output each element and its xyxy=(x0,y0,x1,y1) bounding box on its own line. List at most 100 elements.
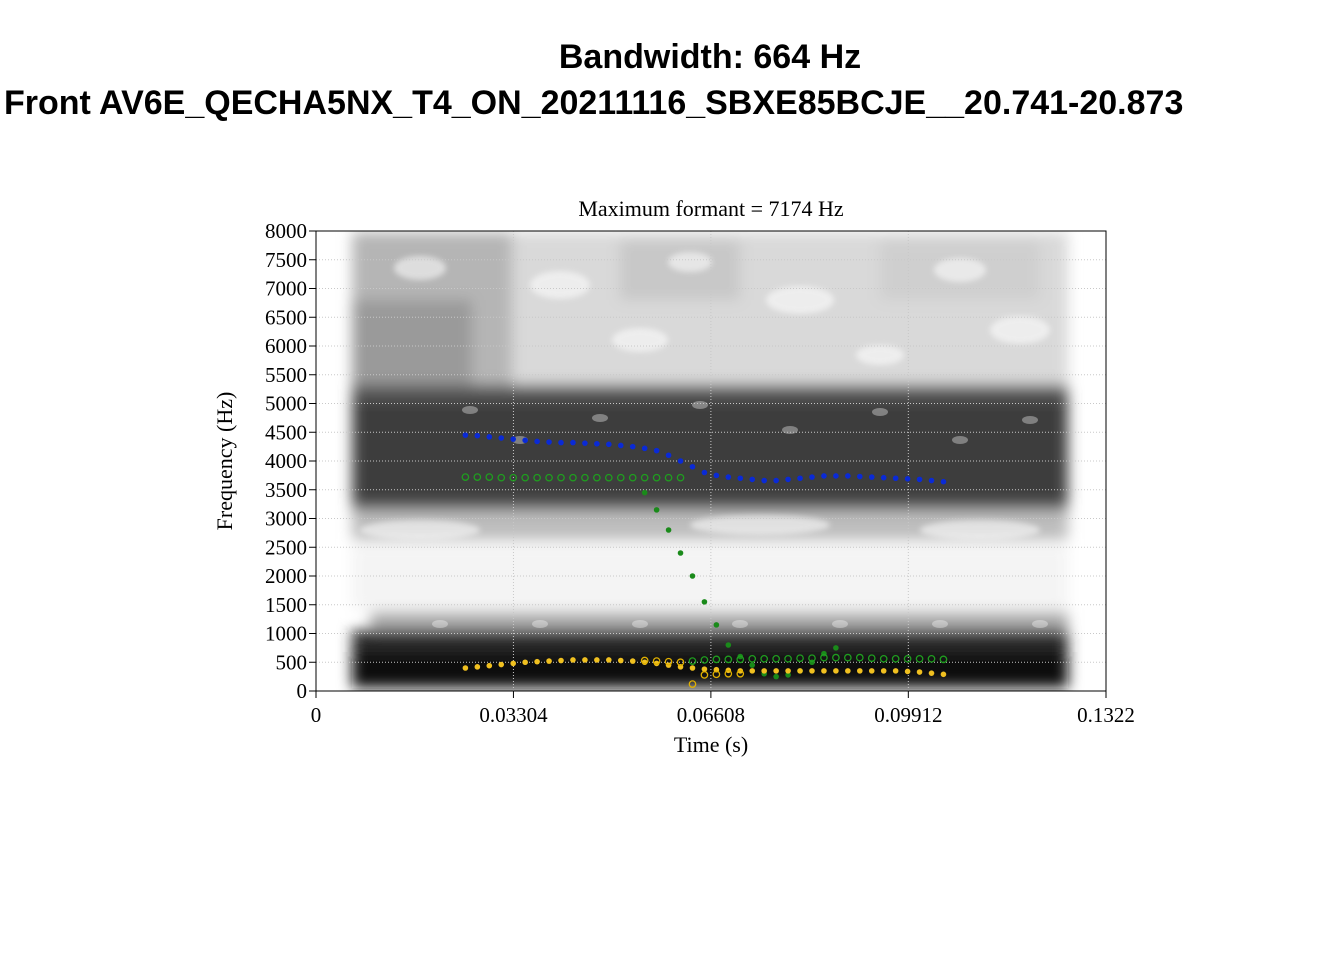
y-tick-label: 7500 xyxy=(265,248,307,272)
formant-point xyxy=(640,656,649,665)
formant-point xyxy=(712,655,721,664)
y-tick-label: 5500 xyxy=(265,363,307,387)
formant-point xyxy=(486,662,493,669)
formant-point xyxy=(629,658,636,664)
formant-point xyxy=(773,673,779,680)
formant-point xyxy=(546,439,552,445)
formant-point xyxy=(498,435,505,441)
formant-point xyxy=(557,473,565,482)
formant-point xyxy=(928,477,935,484)
chart-title: Bandwidth: 664 Hz xyxy=(558,38,862,76)
formant-point xyxy=(582,440,588,446)
formant-point xyxy=(558,439,564,446)
formant-series-5 xyxy=(640,656,745,688)
formant-point xyxy=(749,662,756,668)
formant-point xyxy=(593,473,601,482)
formant-point xyxy=(534,438,540,445)
formant-point xyxy=(736,655,745,664)
formant-point xyxy=(688,680,697,688)
y-tick-label: 7000 xyxy=(265,277,307,301)
formant-point xyxy=(462,432,469,438)
formant-series-3 xyxy=(688,653,948,665)
formant-point xyxy=(809,474,815,480)
formant-point xyxy=(749,476,756,483)
formant-point xyxy=(617,657,624,664)
formant-point xyxy=(473,473,482,481)
x-tick-label: 0.09912 xyxy=(874,703,942,727)
y-tick-label: 6000 xyxy=(265,334,307,358)
formant-point xyxy=(628,473,637,482)
y-tick-label: 8000 xyxy=(265,219,307,243)
formant-point xyxy=(510,436,517,442)
formant-point xyxy=(845,473,851,479)
formant-point xyxy=(534,658,540,665)
formant-point xyxy=(867,654,876,663)
formant-point xyxy=(570,657,576,663)
formant-point xyxy=(676,658,685,667)
y-tick-label: 500 xyxy=(276,650,308,674)
formant-point xyxy=(474,432,481,439)
formant-point xyxy=(665,527,672,533)
formant-point xyxy=(891,654,900,663)
formant-point xyxy=(868,668,875,674)
formant-point xyxy=(461,473,470,481)
y-tick-label: 1500 xyxy=(265,593,307,617)
formant-point xyxy=(581,473,589,482)
formant-point xyxy=(688,657,697,665)
formant-point xyxy=(676,473,685,482)
formant-point xyxy=(498,661,505,668)
formant-point xyxy=(509,473,518,482)
y-tick-label: 3500 xyxy=(265,478,307,502)
formant-point xyxy=(510,660,517,667)
formant-point xyxy=(604,473,613,482)
formant-point xyxy=(737,475,744,482)
formant-point xyxy=(701,666,708,672)
formant-point xyxy=(916,669,923,675)
formant-point xyxy=(569,473,577,482)
formant-point xyxy=(916,476,923,483)
spectrogram-image xyxy=(352,232,1068,688)
formant-point xyxy=(785,668,791,674)
formant-point xyxy=(797,475,803,482)
formant-point xyxy=(927,654,936,663)
formant-point xyxy=(843,653,852,662)
x-tick-label: 0.06608 xyxy=(677,703,745,727)
formant-point xyxy=(880,474,887,481)
formant-point xyxy=(617,442,624,449)
formant-point xyxy=(724,655,733,664)
formant-point xyxy=(748,654,757,663)
formant-point xyxy=(725,642,732,648)
formant-point xyxy=(640,473,649,482)
formant-point xyxy=(749,668,756,674)
formant-point xyxy=(521,473,530,482)
formant-point xyxy=(594,440,600,447)
x-tick-label: 0.1322 xyxy=(1077,703,1135,727)
formant-point xyxy=(904,668,911,675)
formant-point xyxy=(653,660,660,667)
formant-point xyxy=(629,443,636,450)
y-axis-label: Frequency (Hz) xyxy=(212,392,237,531)
formant-point xyxy=(904,476,911,482)
x-tick-label: 0.03304 xyxy=(479,703,548,727)
formant-point xyxy=(641,445,648,452)
formant-point xyxy=(700,656,709,664)
formant-point xyxy=(784,654,792,663)
formant-point xyxy=(856,473,863,480)
formant-point xyxy=(797,668,803,674)
formant-point xyxy=(653,507,660,513)
plot-title: Maximum formant = 7174 Hz xyxy=(578,196,844,221)
formant-point xyxy=(522,659,528,666)
y-tick-label: 2500 xyxy=(265,535,307,559)
formant-point xyxy=(606,657,612,663)
formant-point xyxy=(796,654,804,663)
formant-point xyxy=(497,473,506,482)
formant-point xyxy=(940,671,947,678)
y-tick-label: 2000 xyxy=(265,564,307,588)
formant-point xyxy=(939,655,948,664)
chart-subtitle: Front AV6E_QECHA5NX_T4_ON_20211116_SBXE8… xyxy=(4,84,1184,122)
formant-point xyxy=(833,645,839,651)
y-tick-label: 4000 xyxy=(265,449,307,473)
formant-point xyxy=(701,469,708,476)
formant-point xyxy=(558,657,564,664)
